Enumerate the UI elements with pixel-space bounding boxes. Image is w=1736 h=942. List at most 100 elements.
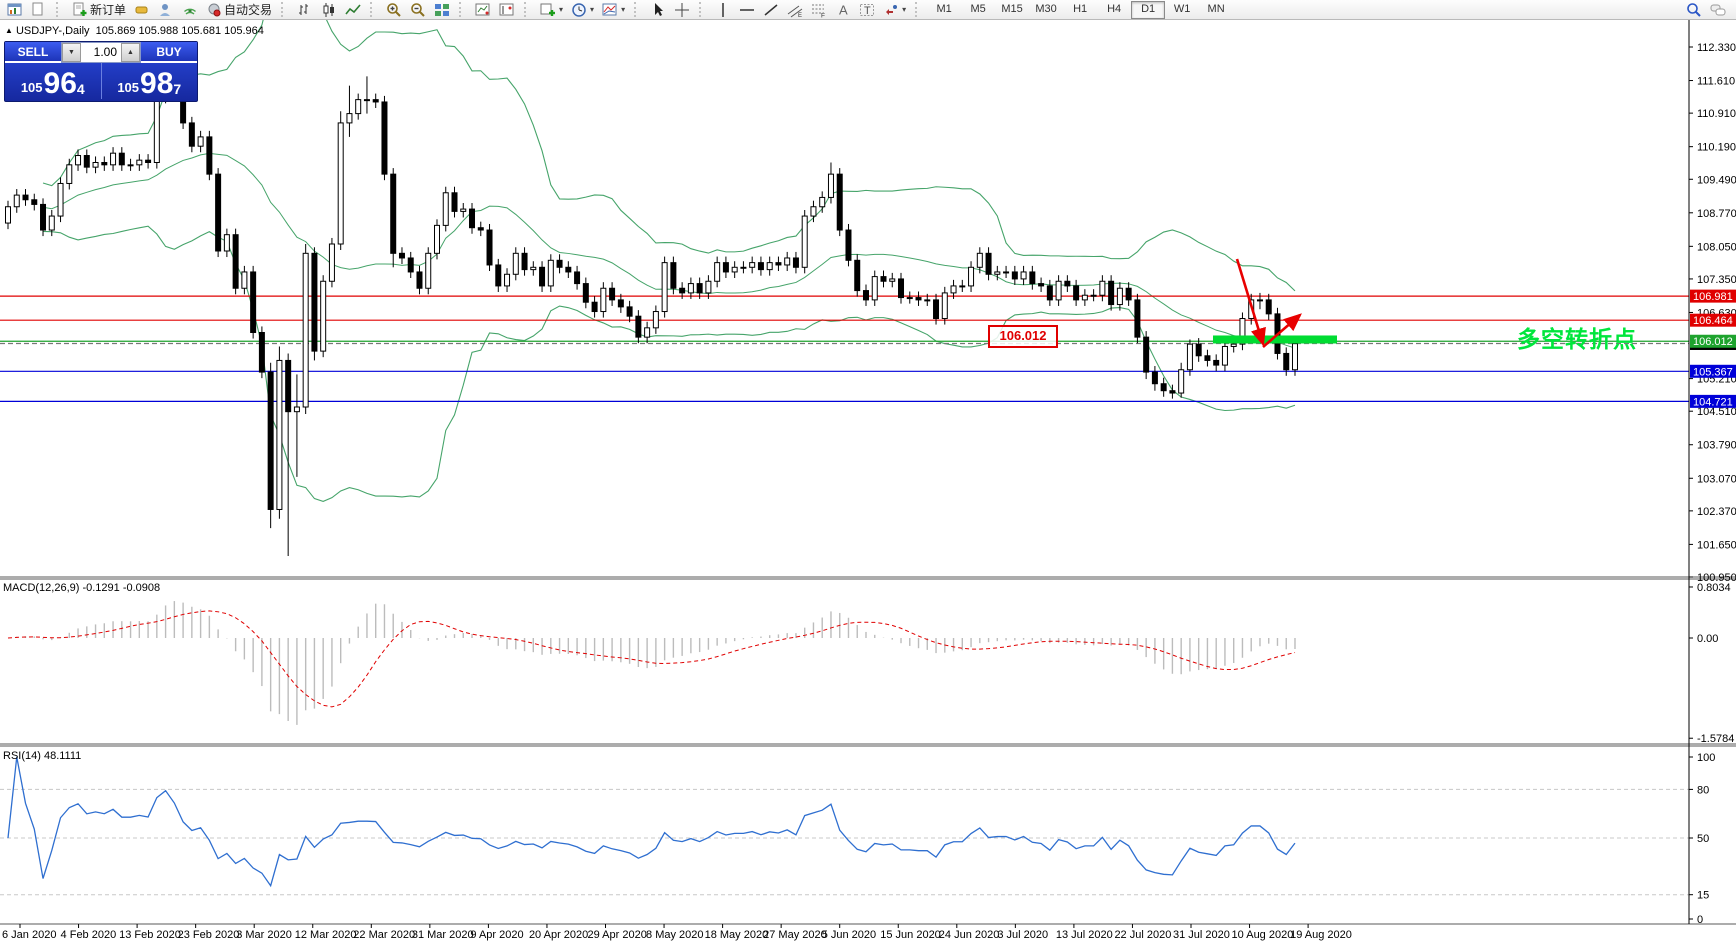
- candle-body[interactable]: [626, 306, 633, 317]
- candle-body[interactable]: [355, 99, 362, 115]
- candle-body[interactable]: [1239, 318, 1246, 345]
- line-chart-button[interactable]: [341, 0, 365, 19]
- candle-body[interactable]: [521, 252, 528, 271]
- candle-body[interactable]: [346, 113, 353, 124]
- candle-body[interactable]: [285, 359, 292, 413]
- candle-body[interactable]: [1038, 283, 1045, 287]
- candle-body[interactable]: [337, 122, 344, 245]
- candle-body[interactable]: [83, 155, 90, 168]
- candle-body[interactable]: [363, 99, 370, 102]
- candle-body[interactable]: [1090, 294, 1097, 297]
- support-highlight-bar[interactable]: [1213, 335, 1337, 344]
- candle-body[interactable]: [48, 215, 55, 231]
- candle-body[interactable]: [1116, 287, 1123, 306]
- candle-body[interactable]: [574, 271, 581, 285]
- candle-body[interactable]: [679, 287, 686, 294]
- candle-body[interactable]: [871, 276, 878, 301]
- indicators-button[interactable]: ▾: [598, 0, 629, 19]
- candle-body[interactable]: [933, 299, 940, 320]
- candle-body[interactable]: [451, 192, 458, 212]
- candle-body[interactable]: [477, 227, 484, 231]
- candle-body[interactable]: [197, 136, 204, 147]
- candle-body[interactable]: [425, 252, 432, 289]
- candle-body[interactable]: [398, 252, 405, 259]
- candle-body[interactable]: [110, 152, 117, 166]
- candle-body[interactable]: [1186, 343, 1193, 371]
- candle-body[interactable]: [1230, 343, 1237, 347]
- candle-body[interactable]: [985, 252, 992, 275]
- candle-body[interactable]: [757, 262, 764, 271]
- candle-body[interactable]: [915, 297, 922, 301]
- candle-body[interactable]: [1125, 287, 1132, 301]
- candle-body[interactable]: [320, 280, 327, 352]
- candle-body[interactable]: [469, 208, 476, 229]
- candle-body[interactable]: [188, 122, 195, 147]
- candle-body[interactable]: [1265, 299, 1272, 315]
- candle-body[interactable]: [617, 299, 624, 308]
- candle-body[interactable]: [442, 192, 449, 226]
- search-button[interactable]: [1682, 0, 1706, 19]
- candle-body[interactable]: [311, 252, 318, 352]
- channel-button[interactable]: E: [783, 0, 807, 19]
- candle-body[interactable]: [556, 259, 563, 268]
- candle-body[interactable]: [512, 252, 519, 275]
- new-chart-button[interactable]: ▾: [536, 0, 567, 19]
- candle-body[interactable]: [57, 182, 64, 217]
- candle-body[interactable]: [1108, 280, 1115, 306]
- buy-price[interactable]: 105 98 7: [102, 63, 198, 99]
- candle-body[interactable]: [486, 229, 493, 266]
- candle-body[interactable]: [5, 206, 11, 224]
- timeframe-w1-button[interactable]: W1: [1173, 2, 1191, 15]
- candle-body[interactable]: [1283, 352, 1290, 371]
- candle-body[interactable]: [267, 371, 274, 510]
- volume-decrease-button[interactable]: ▼: [62, 43, 81, 62]
- candle-body[interactable]: [994, 271, 1001, 275]
- candle-body[interactable]: [591, 301, 598, 313]
- candle-body[interactable]: [792, 257, 799, 268]
- candle-body[interactable]: [959, 285, 966, 288]
- candle-body[interactable]: [854, 259, 861, 292]
- candle-body[interactable]: [766, 262, 773, 271]
- candle-body[interactable]: [1046, 285, 1053, 301]
- candle-body[interactable]: [1011, 271, 1018, 280]
- candle-body[interactable]: [687, 283, 694, 294]
- candle-body[interactable]: [372, 99, 379, 103]
- vline-button[interactable]: [711, 0, 735, 19]
- candle-body[interactable]: [1055, 280, 1062, 301]
- volume-increase-button[interactable]: ▲: [121, 43, 140, 62]
- candle-body[interactable]: [1151, 371, 1158, 385]
- candle-body[interactable]: [547, 259, 554, 287]
- candle-body[interactable]: [696, 283, 703, 294]
- candle-body[interactable]: [968, 266, 975, 287]
- timeframe-m30-button[interactable]: M30: [1035, 2, 1057, 15]
- candle-body[interactable]: [898, 278, 905, 299]
- candle-body[interactable]: [1221, 345, 1228, 366]
- sell-price[interactable]: 105 96 4: [5, 63, 102, 99]
- text-label-button[interactable]: T: [855, 0, 879, 19]
- level-price-label[interactable]: 106.012: [988, 325, 1058, 348]
- candle-body[interactable]: [276, 359, 283, 510]
- turning-point-text[interactable]: 多空转折点: [1517, 326, 1637, 352]
- timeframe-h4-button[interactable]: H4: [1107, 2, 1122, 15]
- timeframe-h1-button[interactable]: H1: [1073, 2, 1088, 15]
- candle-body[interactable]: [819, 196, 826, 208]
- candle-body[interactable]: [1029, 271, 1036, 285]
- candle-body[interactable]: [749, 262, 756, 268]
- candle-body[interactable]: [1160, 383, 1167, 392]
- candle-body[interactable]: [600, 287, 607, 313]
- candle-body[interactable]: [784, 257, 791, 266]
- candle-body[interactable]: [407, 257, 414, 273]
- timeframe-mn-button[interactable]: MN: [1207, 2, 1225, 15]
- arrows-button[interactable]: ▾: [879, 0, 910, 19]
- candle-body[interactable]: [1134, 299, 1141, 338]
- candle-body[interactable]: [1195, 343, 1202, 357]
- candle-body[interactable]: [539, 266, 546, 287]
- chart-shift-button[interactable]: [495, 0, 519, 19]
- candle-body[interactable]: [250, 271, 257, 333]
- candle-body[interactable]: [976, 252, 983, 268]
- timeframe-d1-button[interactable]: D1: [1131, 0, 1166, 19]
- volume-input[interactable]: 1.00: [93, 45, 117, 59]
- crosshair-button[interactable]: [670, 0, 694, 19]
- new-window-button[interactable]: [3, 0, 27, 19]
